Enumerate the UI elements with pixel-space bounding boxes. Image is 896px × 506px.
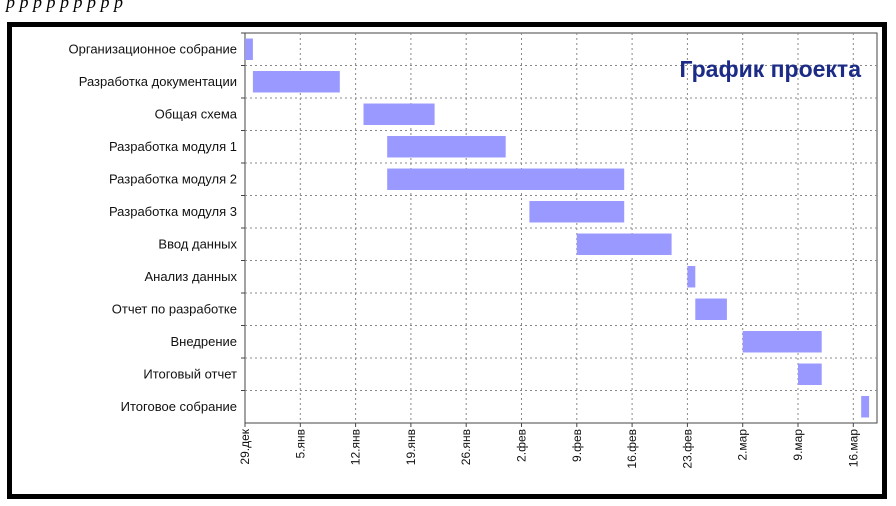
task-label: Внедрение	[170, 334, 237, 349]
x-tick-label: 26.янв	[459, 429, 473, 465]
task-bar	[798, 363, 822, 385]
task-label: Отчет по разработке	[112, 301, 237, 316]
task-label: Итоговый отчет	[143, 366, 237, 381]
task-label: Разработка документации	[79, 74, 237, 89]
task-label: Ввод данных	[158, 236, 237, 251]
x-tick-label: 2.мар	[736, 429, 750, 461]
task-bar	[742, 331, 822, 353]
task-label: Разработка модуля 3	[109, 204, 237, 219]
caption-fragment: р р р р р р р р р	[6, 0, 123, 12]
task-label: Общая схема	[155, 106, 238, 121]
task-bar	[363, 103, 435, 125]
x-tick-label: 16.фев	[625, 429, 639, 469]
x-tick-label: 5.янв	[293, 429, 307, 459]
x-tick-label: 9.фев	[570, 429, 584, 462]
x-tick-label: 12.янв	[349, 429, 363, 465]
x-tick-label: 23.фев	[680, 429, 694, 469]
x-tick-label: 9.мар	[791, 429, 805, 461]
x-tick-label-layer: 29.дек 5.янв 12.янв 19.янв 26.янв 2.фев 9.фев 1…	[238, 428, 860, 468]
grid-layer	[241, 32, 878, 427]
task-bar	[387, 136, 506, 158]
chart-title: График проекта	[679, 56, 861, 82]
task-label: Итоговое собрание	[121, 399, 237, 414]
task-bar	[252, 71, 340, 93]
category-label-layer: Организационное собрание Разработка докум…	[69, 41, 238, 414]
task-bar	[387, 168, 625, 190]
task-label: Разработка модуля 1	[109, 139, 237, 154]
x-tick-label: 2.фев	[515, 429, 529, 462]
task-bar	[245, 38, 253, 60]
bar-layer	[245, 38, 870, 418]
task-label: Организационное собрание	[69, 41, 237, 56]
task-bar	[695, 298, 727, 320]
x-tick-label: 16.мар	[846, 429, 860, 468]
task-label: Анализ данных	[144, 269, 237, 284]
x-tick-label: 29.дек	[238, 428, 252, 464]
task-bar	[576, 233, 672, 255]
task-bar	[529, 201, 625, 223]
task-label: Разработка модуля 2	[109, 171, 237, 186]
x-tick-label: 19.янв	[404, 429, 418, 465]
task-bar	[861, 396, 870, 418]
task-bar	[687, 266, 696, 288]
